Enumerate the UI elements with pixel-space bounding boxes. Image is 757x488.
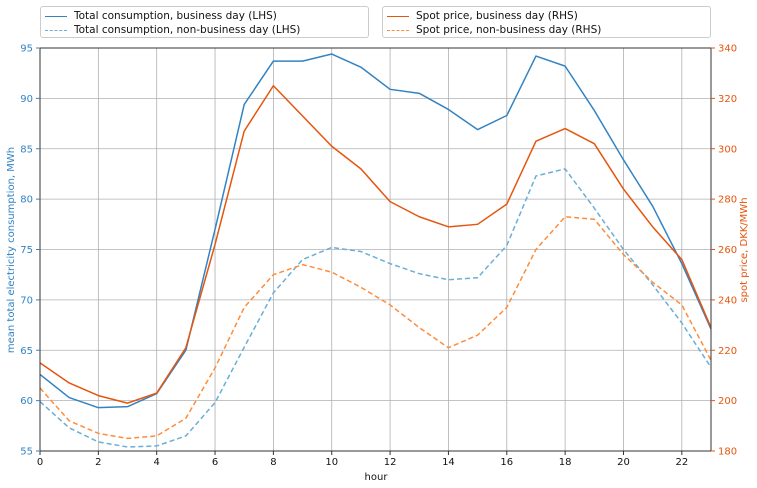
series-line-1 (39, 168, 712, 448)
x-tick-label: 14 (442, 457, 455, 468)
legend-label: Total consumption, business day (LHS) (74, 10, 277, 22)
y-tick-label-right: 180 (718, 447, 737, 458)
y-tick-label-left: 70 (20, 295, 33, 306)
x-tick-label: 2 (95, 457, 101, 468)
x-ticks: 0 2 4 6 8 10 12 14 16 18 20 22 (37, 451, 688, 468)
y-ticks-right: 180 200 220 240 260 280 300 320 340 (711, 44, 737, 458)
grid-lines (39, 47, 711, 452)
legend-label: Spot price, non-business day (RHS) (416, 24, 602, 36)
y-tick-label-right: 300 (718, 144, 737, 155)
y-tick-label-left: 55 (20, 447, 33, 458)
legend-item: Spot price, non-business day (RHS) (387, 23, 601, 37)
x-tick-label: 10 (325, 457, 338, 468)
y-tick-label-right: 200 (718, 396, 737, 407)
x-tick-label: 12 (384, 457, 397, 468)
y-tick-label-right: 320 (718, 94, 737, 105)
x-tick-label: 22 (675, 457, 688, 468)
series-line-0 (39, 53, 712, 409)
series-lines (39, 53, 712, 448)
y-tick-label-left: 75 (20, 245, 33, 256)
x-tick-label: 4 (154, 457, 160, 468)
legend-label: Spot price, business day (RHS) (416, 10, 578, 22)
x-axis-label: hour (365, 472, 389, 483)
legend-swatch (387, 29, 409, 31)
y-tick-label-left: 90 (20, 94, 33, 105)
legend-swatch (45, 29, 67, 31)
y-tick-label-right: 260 (718, 245, 737, 256)
y-ticks-left: 55 60 65 70 75 80 85 90 95 (20, 44, 40, 458)
x-tick-label: 0 (37, 457, 43, 468)
y-tick-label-right: 280 (718, 195, 737, 206)
legend-item: Total consumption, non-business day (LHS… (45, 23, 300, 37)
y-axis-label-left: mean total electricity consumption, MWh (6, 147, 17, 353)
legend-item: Total consumption, business day (LHS) (45, 9, 277, 23)
series-line-3 (39, 216, 712, 440)
legend-left: Total consumption, business day (LHS) To… (40, 6, 369, 38)
y-tick-label-left: 85 (20, 144, 33, 155)
x-tick-label: 8 (270, 457, 276, 468)
x-tick-label: 18 (559, 457, 572, 468)
y-tick-label-left: 65 (20, 346, 33, 357)
legend-swatch (45, 15, 67, 17)
legend-swatch (387, 15, 409, 17)
legend-label: Total consumption, non-business day (LHS… (74, 24, 301, 36)
series-line-2 (39, 85, 712, 404)
x-tick-label: 6 (212, 457, 218, 468)
y-tick-label-right: 220 (718, 346, 737, 357)
legend-right: Spot price, business day (RHS) Spot pric… (382, 6, 711, 38)
y-tick-label-left: 80 (20, 195, 33, 206)
y-axis-label-right: spot price, DKK/MWh (739, 197, 750, 302)
y-tick-label-left: 95 (20, 44, 33, 55)
legend-item: Spot price, business day (RHS) (387, 9, 578, 23)
x-tick-label: 20 (617, 457, 630, 468)
y-tick-label-right: 240 (718, 295, 737, 306)
y-tick-label-right: 340 (718, 44, 737, 55)
x-tick-label: 16 (500, 457, 513, 468)
y-tick-label-left: 60 (20, 396, 33, 407)
